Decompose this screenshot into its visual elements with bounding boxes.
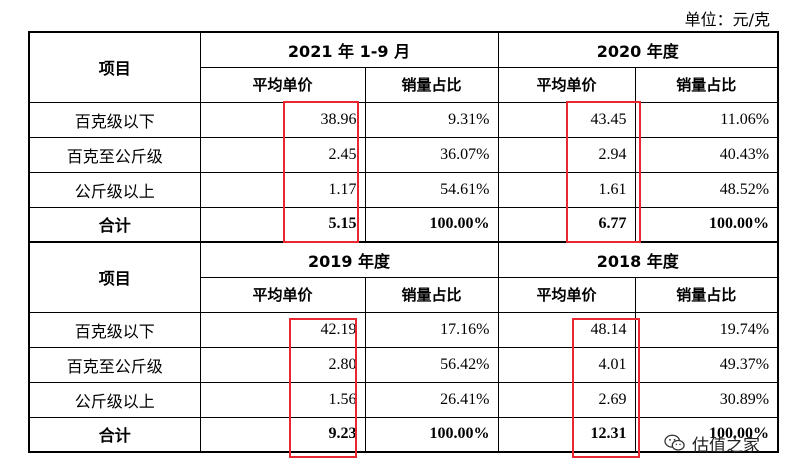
table-row: 公斤级以上 1.56 26.41% 2.69 30.89% bbox=[28, 381, 779, 418]
share-cell: 48.52% bbox=[634, 171, 779, 208]
unit-label: 单位：元/克 bbox=[684, 10, 770, 29]
price-cell: 12.31 bbox=[497, 416, 636, 453]
share-cell: 100.00% bbox=[634, 416, 779, 453]
header-avg-price: 平均单价 bbox=[497, 276, 636, 313]
price-cell: 1.61 bbox=[497, 171, 636, 208]
header-avg-price: 平均单价 bbox=[199, 276, 366, 313]
share-cell: 100.00% bbox=[364, 416, 499, 453]
share-cell: 40.43% bbox=[634, 136, 779, 173]
total-row: 合计 9.23 100.00% 12.31 100.00% bbox=[28, 416, 779, 453]
price-cell: 43.45 bbox=[497, 101, 636, 138]
share-cell: 26.41% bbox=[364, 381, 499, 418]
price-cell: 2.45 bbox=[199, 136, 366, 173]
row-label: 合计 bbox=[28, 206, 201, 243]
share-cell: 19.74% bbox=[634, 311, 779, 348]
table-row: 百克级以下 38.96 9.31% 43.45 11.06% bbox=[28, 101, 779, 138]
header-avg-price: 平均单价 bbox=[497, 66, 636, 103]
price-cell: 1.17 bbox=[199, 171, 366, 208]
share-cell: 9.31% bbox=[364, 101, 499, 138]
header-sales-share: 销量占比 bbox=[364, 66, 499, 103]
share-cell: 11.06% bbox=[634, 101, 779, 138]
price-share-table: 项目 2021 年 1-9 月 2020 年度 平均单价 销量占比 平均单价 销… bbox=[28, 31, 780, 453]
row-label: 百克至公斤级 bbox=[28, 346, 201, 383]
header-item: 项目 bbox=[28, 31, 201, 103]
period-header-2018: 2018 年度 bbox=[497, 241, 779, 278]
period-header-2019: 2019 年度 bbox=[199, 241, 499, 278]
period-header-2020: 2020 年度 bbox=[497, 31, 779, 68]
share-cell: 36.07% bbox=[364, 136, 499, 173]
row-label: 合计 bbox=[28, 416, 201, 453]
price-cell: 1.56 bbox=[199, 381, 366, 418]
watermark: 估值之家 bbox=[664, 430, 784, 456]
row-label: 公斤级以上 bbox=[28, 381, 201, 418]
price-cell: 9.23 bbox=[199, 416, 366, 453]
row-label: 百克级以下 bbox=[28, 311, 201, 348]
price-cell: 42.19 bbox=[199, 311, 366, 348]
price-cell: 5.15 bbox=[199, 206, 366, 243]
share-cell: 49.37% bbox=[634, 346, 779, 383]
header-sales-share: 销量占比 bbox=[364, 276, 499, 313]
watermark-text: 估值之家 bbox=[692, 435, 760, 456]
row-label: 百克至公斤级 bbox=[28, 136, 201, 173]
header-sales-share: 销量占比 bbox=[634, 66, 779, 103]
share-cell: 56.42% bbox=[364, 346, 499, 383]
share-cell: 17.16% bbox=[364, 311, 499, 348]
total-row: 合计 5.15 100.00% 6.77 100.00% bbox=[28, 206, 779, 243]
header-item: 项目 bbox=[28, 241, 201, 313]
price-cell: 2.94 bbox=[497, 136, 636, 173]
table-row: 百克至公斤级 2.80 56.42% 4.01 49.37% bbox=[28, 346, 779, 383]
share-cell: 30.89% bbox=[634, 381, 779, 418]
header-sales-share: 销量占比 bbox=[634, 276, 779, 313]
table-row: 公斤级以上 1.17 54.61% 1.61 48.52% bbox=[28, 171, 779, 208]
price-cell: 2.69 bbox=[497, 381, 636, 418]
price-cell: 6.77 bbox=[497, 206, 636, 243]
share-cell: 54.61% bbox=[364, 171, 499, 208]
table-row: 百克至公斤级 2.45 36.07% 2.94 40.43% bbox=[28, 136, 779, 173]
period-header-2021: 2021 年 1-9 月 bbox=[199, 31, 499, 68]
row-label: 百克级以下 bbox=[28, 101, 201, 138]
wechat-icon bbox=[664, 434, 685, 451]
table-row: 百克级以下 42.19 17.16% 48.14 19.74% bbox=[28, 311, 779, 348]
row-label: 公斤级以上 bbox=[28, 171, 201, 208]
share-cell: 100.00% bbox=[634, 206, 779, 243]
price-cell: 2.80 bbox=[199, 346, 366, 383]
share-cell: 100.00% bbox=[364, 206, 499, 243]
header-avg-price: 平均单价 bbox=[199, 66, 366, 103]
price-cell: 4.01 bbox=[497, 346, 636, 383]
price-cell: 48.14 bbox=[497, 311, 636, 348]
price-cell: 38.96 bbox=[199, 101, 366, 138]
